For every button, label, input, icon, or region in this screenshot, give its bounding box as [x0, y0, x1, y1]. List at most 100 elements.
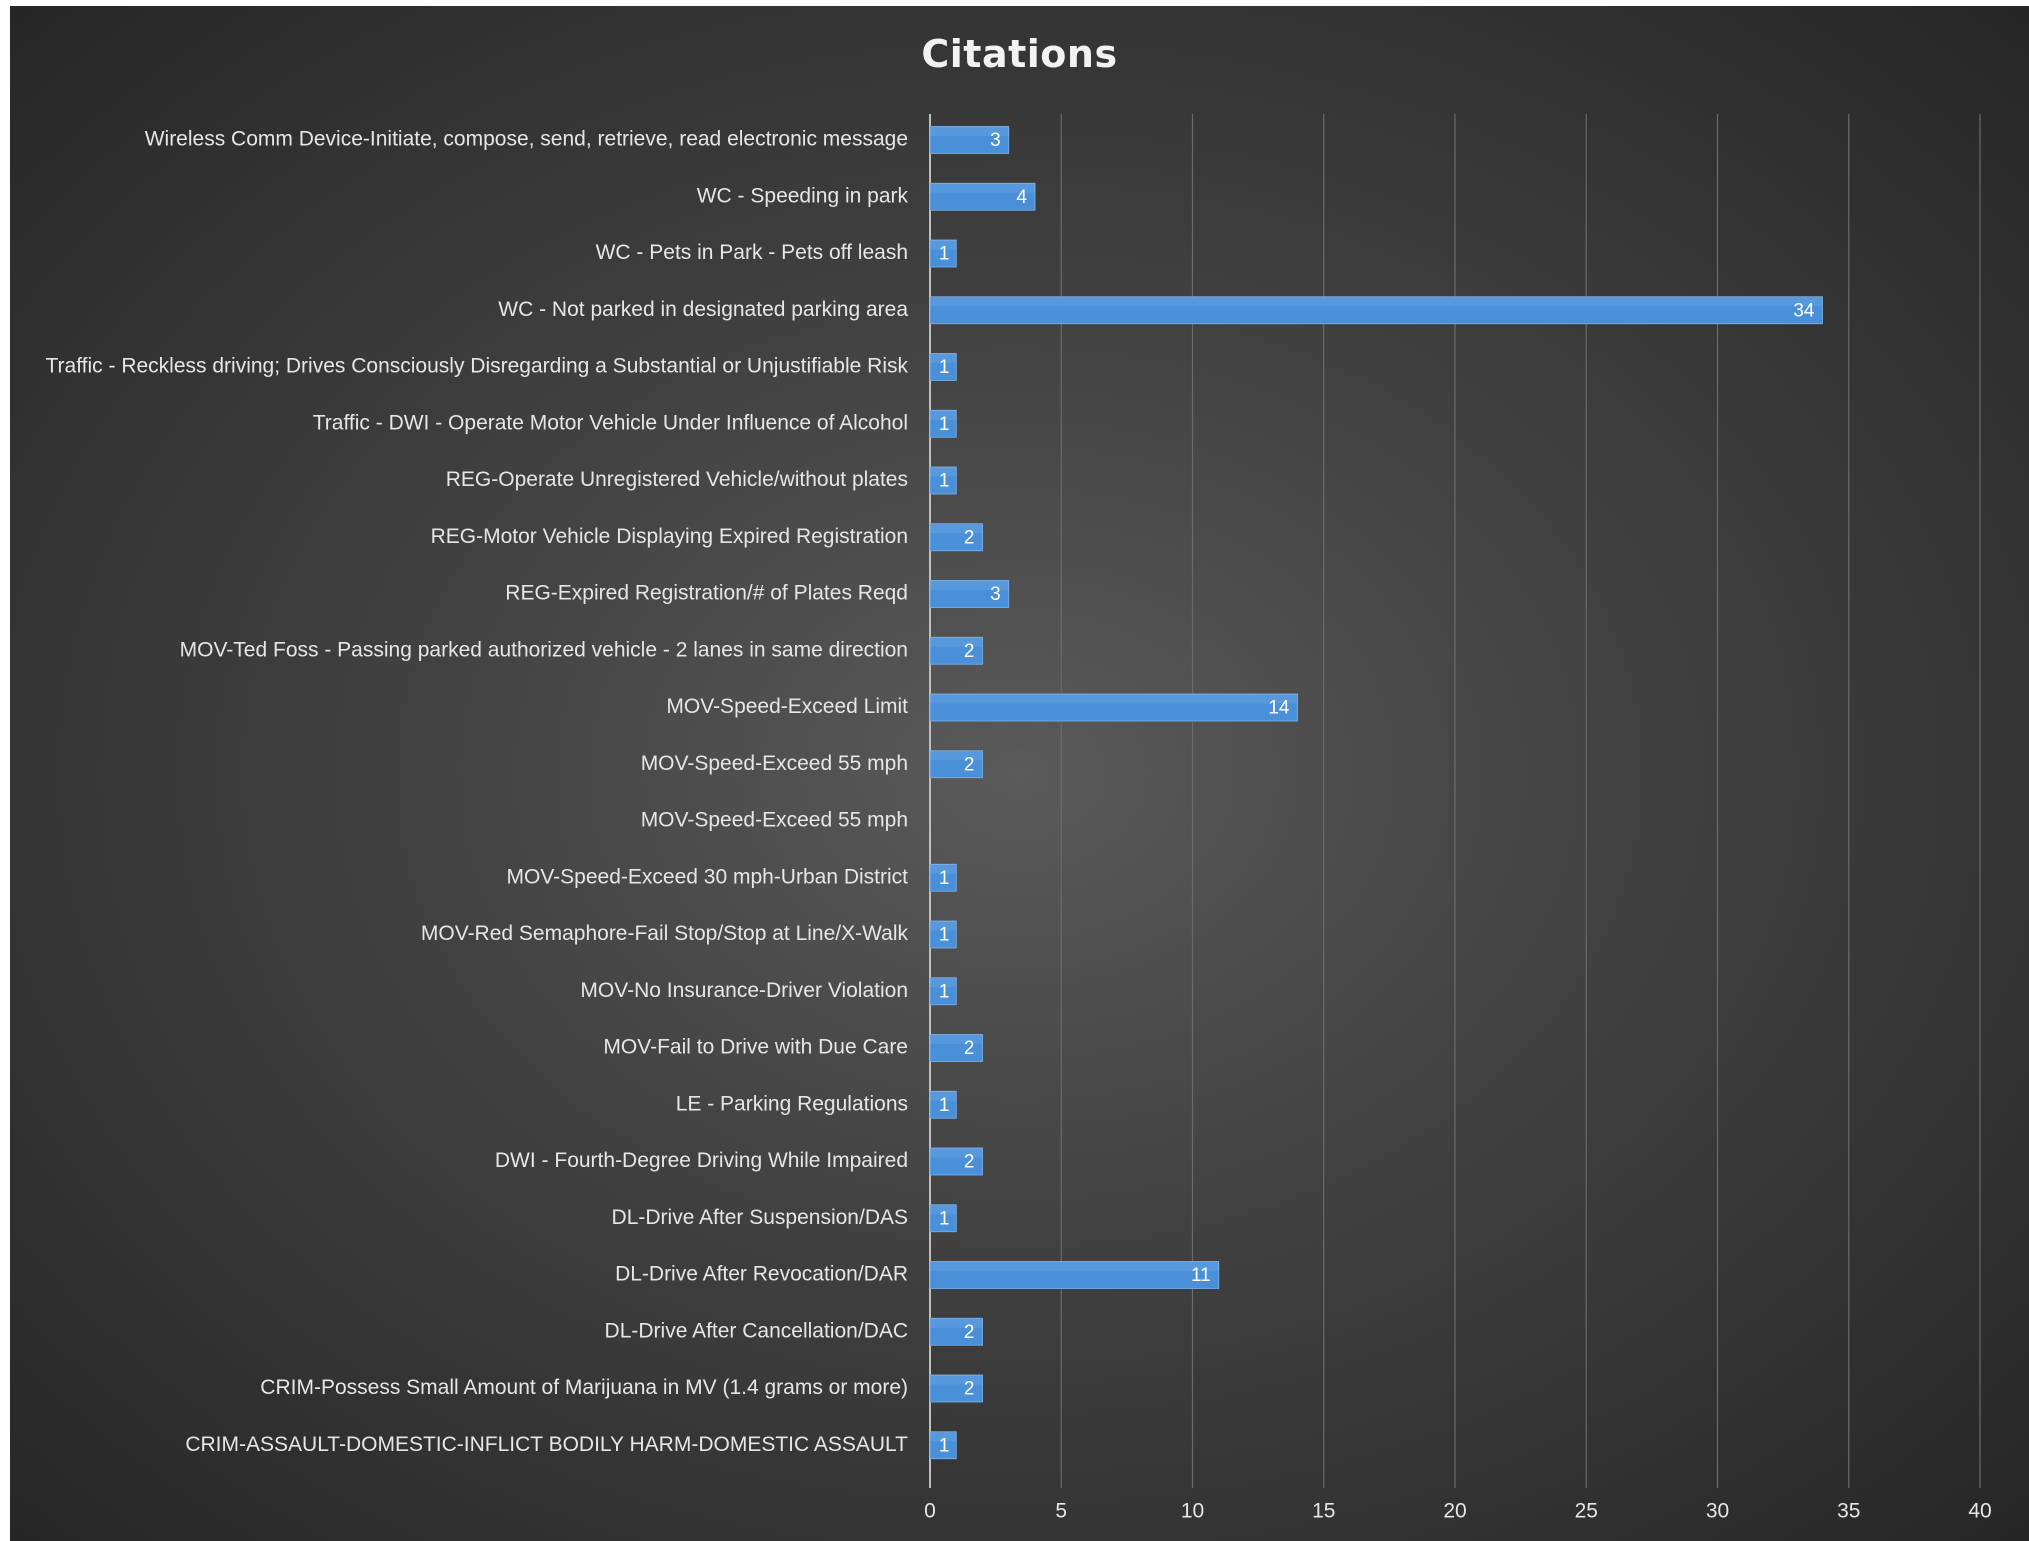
x-tick-label: 5 [1055, 1500, 1067, 1523]
category-label: Wireless Comm Device-Initiate, compose, … [145, 128, 908, 151]
category-label: WC - Speeding in park [697, 184, 909, 207]
bar [929, 1147, 983, 1176]
bar-highlight [930, 580, 1009, 590]
x-tick-label: 20 [1443, 1500, 1466, 1523]
category-label: MOV-Speed-Exceed Limit [666, 695, 908, 718]
chart-title: Citations [921, 32, 1118, 76]
bar [929, 863, 957, 892]
bar-highlight [930, 694, 1298, 704]
category-label: MOV-Speed-Exceed 55 mph [641, 809, 908, 832]
bar [929, 523, 983, 552]
data-label: 1 [939, 925, 950, 946]
x-tick-label: 35 [1837, 1500, 1860, 1523]
bar-highlight [930, 637, 983, 647]
bar [929, 580, 1010, 608]
bar-highlight [930, 864, 957, 874]
data-label: 2 [964, 527, 975, 548]
bar-highlight [930, 750, 983, 761]
bar-highlight [930, 1034, 983, 1044]
bar [929, 296, 1823, 325]
category-label: Traffic - DWI - Operate Motor Vehicle Un… [313, 411, 908, 434]
data-label: 1 [939, 357, 950, 378]
category-label: CRIM-ASSAULT-DOMESTIC-INFLICT BODILY HAR… [185, 1433, 908, 1456]
data-label: 1 [939, 868, 950, 889]
category-label: REG-Expired Registration/# of Plates Req… [505, 582, 908, 605]
bar [929, 1431, 957, 1460]
bar [929, 466, 957, 495]
bar [929, 750, 983, 779]
x-tick-label: 40 [1968, 1500, 1991, 1523]
category-label: REG-Motor Vehicle Displaying Expired Reg… [431, 525, 908, 548]
chart-plot: 0 5 10 15 20 25 30 35 40 Wireless Comm Device-Ini… [46, 114, 1992, 1523]
chart-area: Citations 0 5 10 15 20 25 30 35 40 Wireless Comm … [10, 6, 2029, 1541]
category-label: DL-Drive After Suspension/DAS [612, 1206, 908, 1229]
category-label: DWI - Fourth-Degree Driving While Impair… [495, 1149, 908, 1172]
bar-highlight [930, 1375, 983, 1385]
bar-highlight [930, 240, 957, 250]
category-label: MOV-No Insurance-Driver Violation [580, 979, 908, 1002]
data-label: 3 [990, 130, 1001, 151]
x-tick-label: 30 [1706, 1500, 1729, 1523]
bar [929, 1034, 983, 1062]
bar-highlight [930, 410, 957, 420]
bar-highlight [930, 353, 957, 363]
data-label: 2 [964, 1379, 975, 1400]
bar [929, 693, 1298, 722]
bar [929, 1374, 983, 1403]
data-label: 1 [939, 414, 950, 435]
category-label: MOV-Red Semaphore-Fail Stop/Stop at Line… [421, 922, 909, 945]
category-label: CRIM-Possess Small Amount of Marijuana i… [260, 1376, 908, 1399]
data-label: 3 [990, 584, 1001, 605]
data-label: 1 [939, 244, 950, 265]
bar [929, 1204, 957, 1233]
x-tick-label: 10 [1181, 1500, 1204, 1523]
category-label: WC - Not parked in designated parking ar… [498, 298, 908, 321]
data-label: 11 [1191, 1265, 1211, 1286]
bar [929, 920, 957, 949]
data-label: 1 [939, 1208, 950, 1229]
data-label: 1 [939, 981, 950, 1002]
category-label: MOV-Speed-Exceed 30 mph-Urban District [507, 865, 909, 888]
data-label: 2 [964, 1152, 975, 1173]
data-label: 2 [964, 641, 975, 662]
bar-highlight [930, 296, 1823, 307]
bar-highlight [930, 126, 1009, 136]
x-tick-label: 25 [1575, 1500, 1598, 1523]
bar [929, 1317, 983, 1346]
data-label: 1 [939, 1095, 950, 1116]
bar-highlight [930, 183, 1035, 193]
bar-highlight [930, 1431, 957, 1442]
bar [929, 126, 1010, 154]
bar [929, 636, 983, 665]
bar [929, 1090, 957, 1119]
category-label: Traffic - Reckless driving; Drives Consc… [46, 355, 909, 378]
category-label: MOV-Speed-Exceed 55 mph [641, 752, 908, 775]
data-label: 14 [1268, 698, 1290, 719]
bar [929, 1261, 1220, 1289]
bar [929, 977, 957, 1006]
data-label: 2 [964, 1038, 975, 1059]
data-label: 34 [1793, 300, 1815, 321]
category-label: DL-Drive After Cancellation/DAC [605, 1319, 908, 1342]
category-label: MOV-Ted Foss - Passing parked authorized… [180, 638, 908, 661]
data-label: 1 [939, 471, 950, 492]
bar-highlight [930, 921, 957, 931]
category-label: WC - Pets in Park - Pets off leash [596, 241, 908, 264]
bar-highlight [930, 523, 983, 534]
data-label: 2 [964, 1322, 975, 1343]
bar [929, 409, 957, 438]
category-label: DL-Drive After Revocation/DAR [615, 1263, 908, 1286]
x-tick-label: 0 [924, 1500, 936, 1523]
category-label: MOV-Fail to Drive with Due Care [603, 1036, 908, 1059]
category-label: LE - Parking Regulations [676, 1092, 908, 1115]
bar-highlight [930, 1148, 983, 1158]
category-label: REG-Operate Unregistered Vehicle/without… [446, 468, 908, 491]
data-label: 2 [964, 754, 975, 775]
bar [929, 239, 957, 268]
bar [929, 182, 1036, 211]
bar-highlight [930, 1261, 1219, 1271]
data-label: 4 [1016, 187, 1027, 208]
bar-highlight [930, 1204, 957, 1215]
x-tick-label: 15 [1312, 1500, 1335, 1523]
data-label: 1 [939, 1435, 950, 1456]
